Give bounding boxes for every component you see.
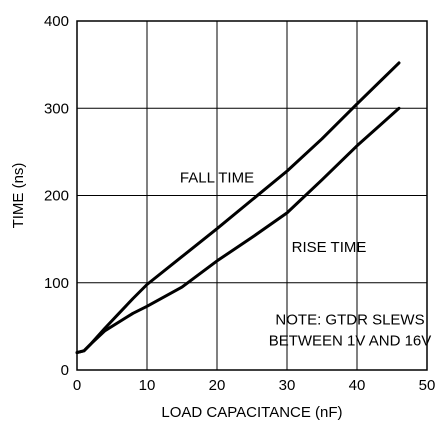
x-axis-label: LOAD CAPACITANCE (nF) (161, 404, 342, 421)
x-tick-label: 0 (73, 377, 81, 394)
y-axis-label: TIME (ns) (10, 163, 27, 229)
grid (77, 21, 427, 370)
series-line-1 (75, 106, 401, 355)
y-tick-label: 300 (44, 100, 69, 117)
x-tick-label: 30 (279, 377, 296, 394)
annotations: FALL TIME RISE TIME NOTE: GTDR SLEWS BETWEE… (180, 169, 431, 349)
y-tick-label: 400 (44, 13, 69, 30)
series-group (75, 61, 401, 355)
series-line-0 (75, 61, 401, 355)
x-tick-label: 40 (349, 377, 366, 394)
y-tick-label: 200 (44, 188, 69, 205)
plot-frame (76, 20, 428, 371)
x-tick-label: 50 (419, 377, 436, 394)
x-tick-label: 20 (209, 377, 226, 394)
tick-labels: 0 10 20 30 40 50 0 100 200 300 400 (44, 13, 435, 394)
annotation-2: NOTE: GTDR SLEWS (275, 312, 424, 329)
annotation-1: RISE TIME (292, 239, 367, 256)
y-tick-label: 100 (44, 275, 69, 292)
x-tick-label: 10 (139, 377, 156, 394)
y-tick-label: 0 (61, 362, 69, 379)
annotation-0: FALL TIME (180, 169, 254, 186)
annotation-3: BETWEEN 1V AND 16V (269, 333, 432, 350)
